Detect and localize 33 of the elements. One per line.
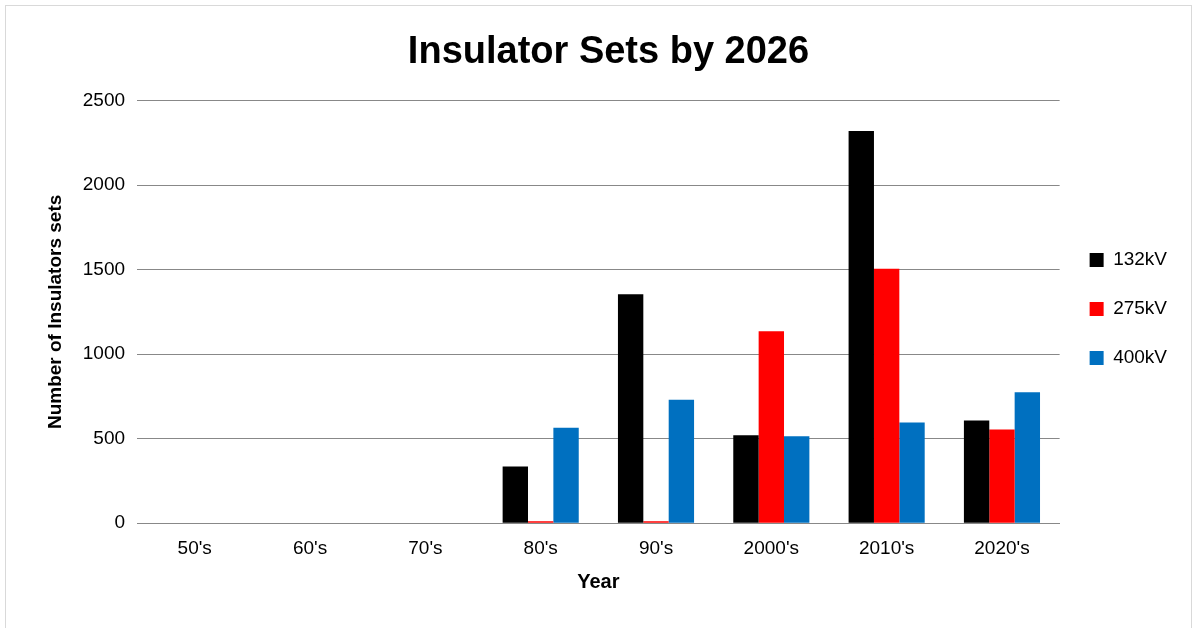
bar [502,466,528,523]
x-tick-label: 2020's [974,536,1030,558]
x-tick-label: 60's [292,536,328,558]
x-tick-label: 80's [523,536,558,558]
bar [617,294,644,523]
bar [848,131,874,523]
y-tick-label: 2500 [82,88,126,110]
x-tick-label: 2010's [858,536,915,558]
legend-label: 132kV [1113,248,1168,270]
bar [963,420,990,523]
x-tick-label: 2000's [743,536,800,558]
y-tick-label: 1000 [82,342,126,364]
bar [733,435,759,523]
x-tick-label: 50's [177,536,212,558]
y-tick-label: 1500 [82,257,126,279]
bar [989,429,1015,523]
y-tick-label: 500 [93,426,126,448]
x-tick-label: 90's [638,536,674,558]
legend-label: 400kV [1113,346,1168,368]
bar [758,331,785,523]
y-axis-title: Number of Insulators sets [43,194,65,430]
bar [784,436,810,523]
legend-label: 275kV [1113,297,1168,319]
chart-title: Insulator Sets by 2026 [407,29,810,72]
x-tick-label: 70's [408,536,443,558]
bar [668,399,695,523]
x-axis-title: Year [577,569,620,592]
y-tick-label: 0 [114,511,126,533]
bar [899,422,925,523]
y-tick-label: 2000 [82,173,126,195]
bar [1014,392,1041,523]
bar [873,268,900,523]
bar [553,427,579,523]
